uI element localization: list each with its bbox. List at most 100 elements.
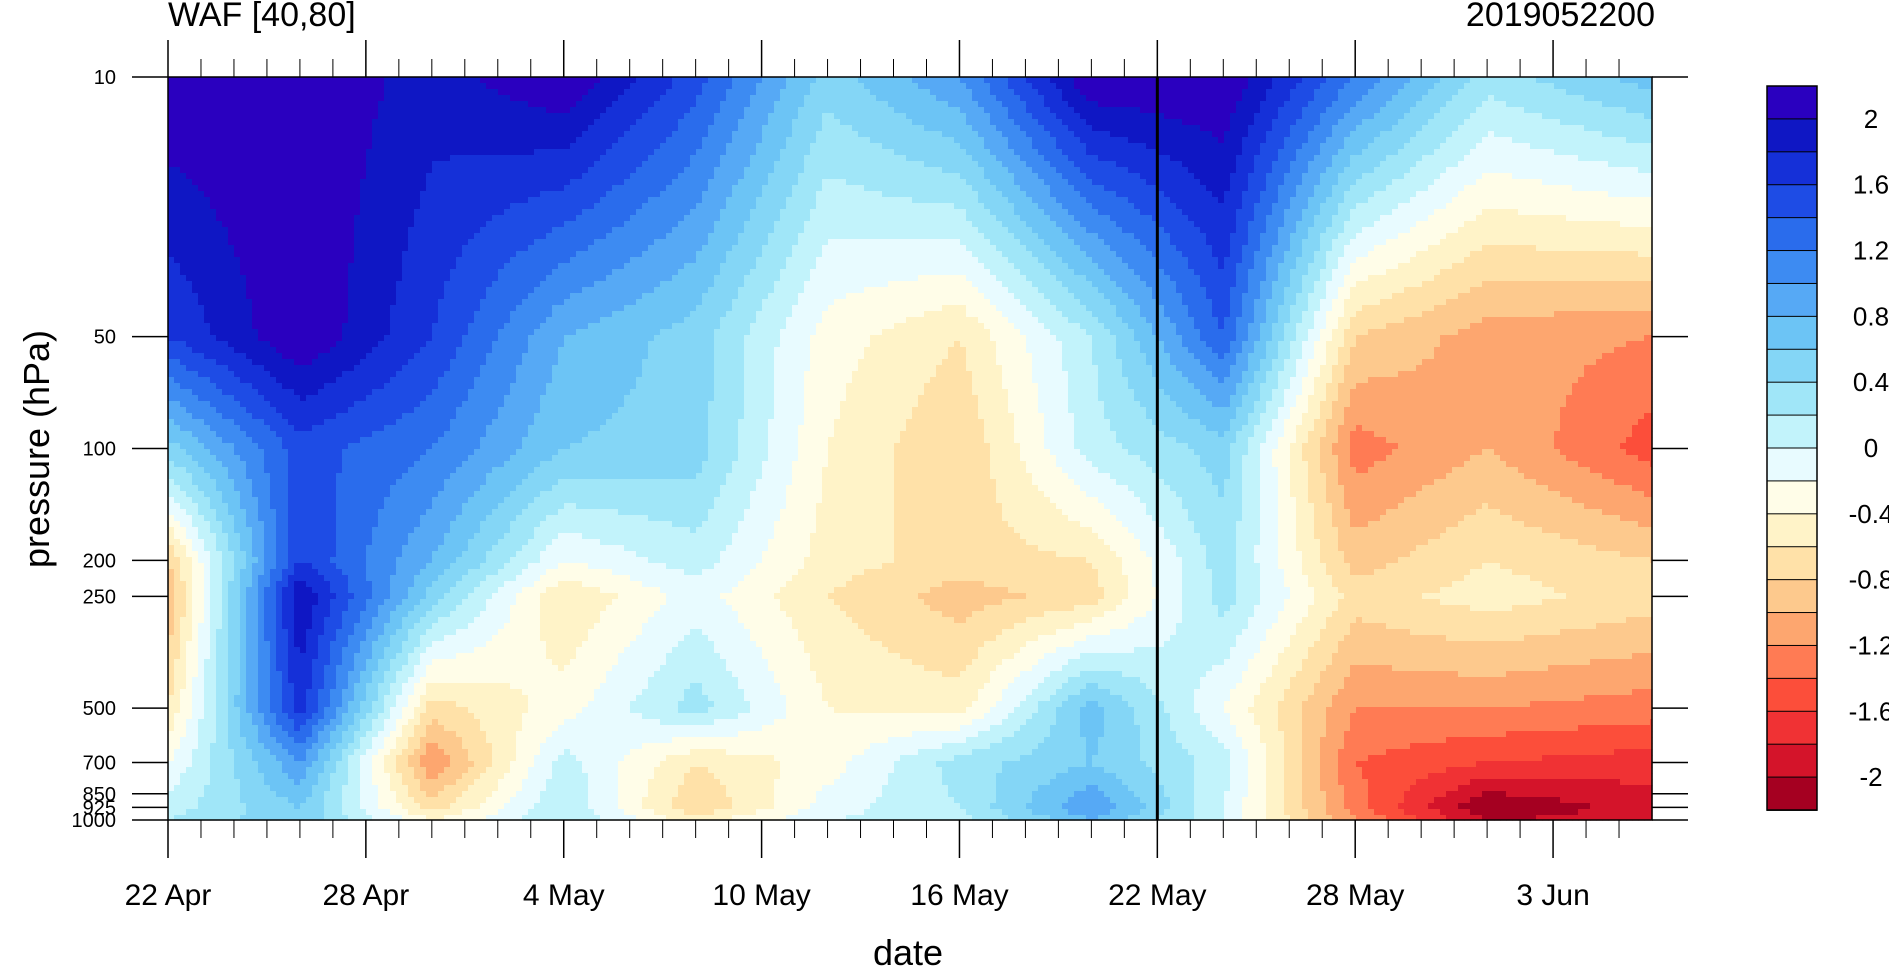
field-cell bbox=[396, 77, 403, 84]
field-cell bbox=[1542, 77, 1549, 84]
field-cell bbox=[198, 89, 205, 96]
field-cell bbox=[1536, 95, 1543, 102]
field-cell bbox=[714, 83, 721, 90]
field-cell bbox=[1560, 95, 1567, 102]
field-cell bbox=[168, 83, 175, 90]
field-cell bbox=[888, 83, 895, 90]
field-cell bbox=[1398, 95, 1405, 102]
field-cell bbox=[474, 95, 481, 102]
field-cell bbox=[1290, 89, 1297, 96]
field-cell bbox=[1218, 77, 1225, 84]
field-cell bbox=[1140, 77, 1147, 84]
field-cell bbox=[570, 101, 577, 108]
field-cell bbox=[1002, 101, 1009, 108]
field-cell bbox=[276, 77, 283, 84]
field-cell bbox=[228, 95, 235, 102]
field-cell bbox=[468, 89, 475, 96]
field-cell bbox=[1284, 89, 1291, 96]
field-cell bbox=[396, 83, 403, 90]
field-cell bbox=[1434, 95, 1441, 102]
field-cell bbox=[1038, 83, 1045, 90]
field-cell bbox=[624, 83, 631, 90]
field-cell bbox=[858, 83, 865, 90]
field-cell bbox=[666, 77, 673, 84]
field-cell bbox=[1404, 101, 1411, 108]
field-cell bbox=[876, 89, 883, 96]
field-cell bbox=[942, 101, 949, 108]
field-cell bbox=[1374, 77, 1381, 84]
field-cell bbox=[780, 77, 787, 84]
field-cell bbox=[1350, 77, 1357, 84]
field-cell bbox=[624, 95, 631, 102]
field-cell bbox=[1026, 89, 1033, 96]
field-cell bbox=[1020, 77, 1027, 84]
field-cell bbox=[744, 95, 751, 102]
field-cell bbox=[1374, 89, 1381, 96]
field-cell bbox=[348, 89, 355, 96]
field-cell bbox=[1044, 95, 1051, 102]
field-cell bbox=[876, 83, 883, 90]
field-cell bbox=[1464, 77, 1471, 84]
field-cell bbox=[462, 77, 469, 84]
field-cell bbox=[1032, 83, 1039, 90]
field-cell bbox=[1470, 95, 1477, 102]
field-cell bbox=[492, 83, 499, 90]
field-cell bbox=[468, 83, 475, 90]
field-cell bbox=[258, 83, 265, 90]
field-cell bbox=[222, 101, 229, 108]
field-cell bbox=[840, 83, 847, 90]
field-cell bbox=[1044, 89, 1051, 96]
field-cell bbox=[588, 95, 595, 102]
field-cell bbox=[1158, 101, 1165, 108]
field-cell bbox=[648, 95, 655, 102]
field-cell bbox=[1068, 77, 1075, 84]
field-cell bbox=[552, 83, 559, 90]
field-cell bbox=[1638, 77, 1645, 84]
field-cell bbox=[972, 101, 979, 108]
field-cell bbox=[1452, 83, 1459, 90]
field-cell bbox=[348, 95, 355, 102]
field-cell bbox=[834, 83, 841, 90]
field-cell bbox=[1038, 95, 1045, 102]
field-cell bbox=[1368, 89, 1375, 96]
field-cell bbox=[984, 101, 991, 108]
field-cell bbox=[672, 101, 679, 108]
field-cell bbox=[960, 77, 967, 84]
field-cell bbox=[366, 95, 373, 102]
field-cell bbox=[534, 101, 541, 108]
field-cell bbox=[1062, 83, 1069, 90]
field-cell bbox=[318, 95, 325, 102]
field-cell bbox=[654, 77, 661, 84]
field-cell bbox=[378, 95, 385, 102]
field-cell bbox=[306, 83, 313, 90]
field-cell bbox=[630, 77, 637, 84]
field-cell bbox=[1440, 89, 1447, 96]
field-cell bbox=[792, 89, 799, 96]
field-cell bbox=[1248, 83, 1255, 90]
field-cell bbox=[1380, 101, 1387, 108]
field-cell bbox=[282, 95, 289, 102]
field-cell bbox=[726, 101, 733, 108]
field-cell bbox=[1338, 83, 1345, 90]
field-cell bbox=[1014, 101, 1021, 108]
field-cell bbox=[168, 101, 175, 108]
field-cell bbox=[204, 83, 211, 90]
field-cell bbox=[306, 101, 313, 108]
field-cell bbox=[1260, 95, 1267, 102]
field-cell bbox=[330, 95, 337, 102]
field-cell bbox=[930, 77, 937, 84]
field-cell bbox=[594, 95, 601, 102]
field-cell bbox=[996, 95, 1003, 102]
field-cell bbox=[1194, 89, 1201, 96]
field-cell bbox=[900, 95, 907, 102]
field-cell bbox=[1230, 77, 1237, 84]
field-cell bbox=[1482, 89, 1489, 96]
field-cell bbox=[618, 101, 625, 108]
field-cell bbox=[1218, 101, 1225, 108]
field-cell bbox=[462, 101, 469, 108]
field-cell bbox=[1620, 89, 1627, 96]
field-cell bbox=[384, 101, 391, 108]
field-cell bbox=[366, 89, 373, 96]
field-cell bbox=[1056, 89, 1063, 96]
field-cell bbox=[1320, 89, 1327, 96]
